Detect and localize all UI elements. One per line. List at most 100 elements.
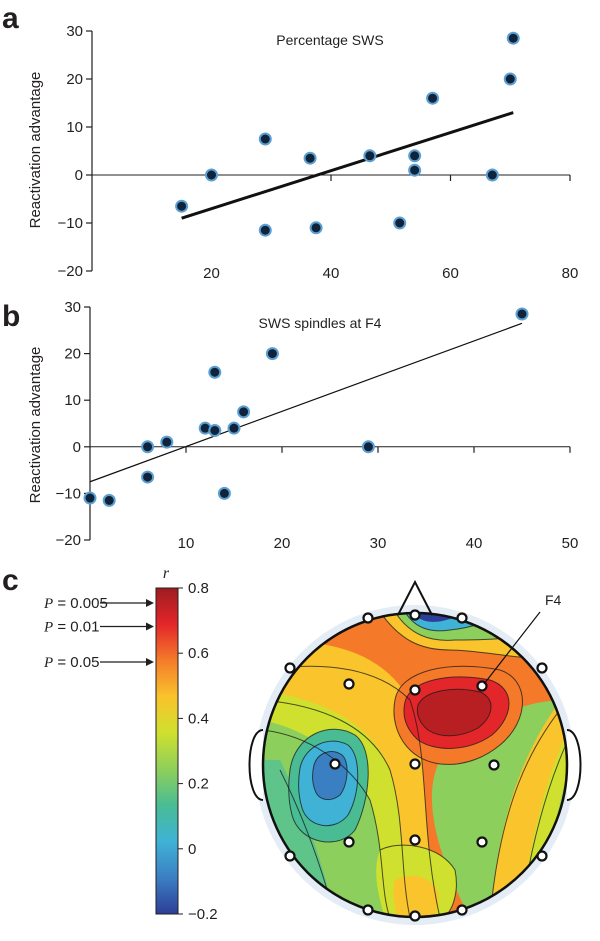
data-point (83, 491, 97, 505)
colorbar-ticks: 0.8 0.6 0.4 0.2 0 −0.2 (178, 580, 218, 923)
significance-label: P = 0.05 (43, 654, 99, 671)
x-tick-label: 30 (370, 535, 387, 552)
x-tick-label: 20 (274, 535, 291, 552)
x-tick-label: 20 (203, 265, 220, 282)
significance-label: P = 0.01 (43, 618, 99, 635)
electrodes (284, 609, 548, 922)
chart-a-fit-line (181, 111, 514, 220)
right-ear (566, 729, 582, 801)
electrode (329, 758, 341, 770)
data-point (503, 72, 517, 86)
significance-markers: P = 0.005 P = 0.01 P = 0.05 (43, 595, 154, 671)
y-tick-label: 20 (66, 71, 83, 88)
data-point (515, 307, 529, 321)
significance-label: P = 0.005 (43, 595, 108, 612)
data-point (258, 223, 272, 237)
chart-b-ylabel: Reactivation advantage (27, 347, 44, 504)
data-point (175, 199, 189, 213)
electrode (456, 904, 468, 916)
electrode (409, 834, 421, 846)
panel-letter-b: b (2, 300, 20, 333)
data-point (227, 421, 241, 435)
electrode (476, 836, 488, 848)
y-tick-label: −20 (56, 532, 81, 549)
y-tick-label: 10 (64, 392, 81, 409)
electrode-label-f4: F4 (545, 592, 562, 608)
data-point (141, 440, 155, 454)
data-point (303, 151, 317, 165)
nose (397, 579, 433, 616)
electrode (343, 678, 355, 690)
data-point (208, 365, 222, 379)
data-point (485, 168, 499, 182)
panel-letter-a: a (2, 2, 19, 35)
data-point (102, 493, 116, 507)
x-tick-label: 60 (442, 265, 459, 282)
colorbar (155, 587, 179, 915)
electrode (343, 836, 355, 848)
electrode (488, 759, 500, 771)
data-point (393, 216, 407, 230)
y-tick-label: 30 (66, 23, 83, 40)
electrode (409, 910, 421, 922)
electrode (284, 662, 296, 674)
panel-b: b SWS spindles at F4 Reactivation advant… (2, 299, 578, 552)
data-point (160, 435, 174, 449)
data-point (309, 221, 323, 235)
electrode (409, 758, 421, 770)
data-point (217, 486, 231, 500)
x-tick-label: 50 (562, 535, 579, 552)
data-point (408, 163, 422, 177)
chart-b-points (83, 307, 529, 507)
scalp-topography: F4 (248, 579, 582, 925)
electrode (284, 850, 296, 862)
arrow-head (146, 658, 154, 667)
chart-b-fit-line (89, 322, 523, 483)
y-tick-label: −20 (58, 263, 83, 280)
data-point (208, 423, 222, 437)
y-tick-label: 20 (64, 346, 81, 363)
data-point (426, 91, 440, 105)
electrode (456, 612, 468, 624)
x-tick-label: 40 (466, 535, 483, 552)
arrow-head (146, 622, 154, 631)
electrode (536, 662, 548, 674)
colorbar-tick-label: 0 (188, 841, 196, 858)
x-tick-label: 40 (323, 265, 340, 282)
y-tick-label: 0 (75, 167, 83, 184)
electrode (409, 609, 421, 621)
colorbar-tick-label: −0.2 (188, 906, 218, 923)
y-tick-label: 30 (64, 299, 81, 316)
x-tick-label: 10 (178, 535, 195, 552)
regression-line (181, 111, 514, 220)
colorbar-tick-label: 0.4 (188, 710, 209, 727)
chart-a-points (175, 31, 520, 237)
data-point (205, 168, 218, 182)
data-point (237, 405, 251, 419)
regression-line (89, 322, 523, 483)
data-point (506, 31, 520, 45)
x-tick-label: 80 (562, 265, 579, 282)
arrow-head (146, 598, 154, 607)
y-tick-label: 0 (73, 439, 81, 456)
panel-letter-c: c (2, 564, 19, 597)
chart-b-title: SWS spindles at F4 (259, 315, 382, 331)
colorbar-tick-label: 0.2 (188, 776, 209, 793)
electrode (536, 850, 548, 862)
electrode (362, 612, 374, 624)
colorbar-tick-label: 0.8 (188, 580, 209, 597)
electrode (409, 684, 421, 696)
colorbar-tick-label: 0.6 (188, 645, 209, 662)
data-point (141, 470, 155, 484)
y-tick-label: −10 (56, 485, 81, 502)
left-ear (248, 729, 264, 801)
electrode (362, 904, 374, 916)
chart-a-ylabel: Reactivation advantage (27, 72, 44, 229)
colorbar-label: r (163, 565, 170, 582)
chart-a-title: Percentage SWS (276, 32, 383, 48)
y-tick-label: −10 (58, 215, 83, 232)
data-point (258, 132, 272, 146)
y-tick-label: 10 (66, 119, 83, 136)
